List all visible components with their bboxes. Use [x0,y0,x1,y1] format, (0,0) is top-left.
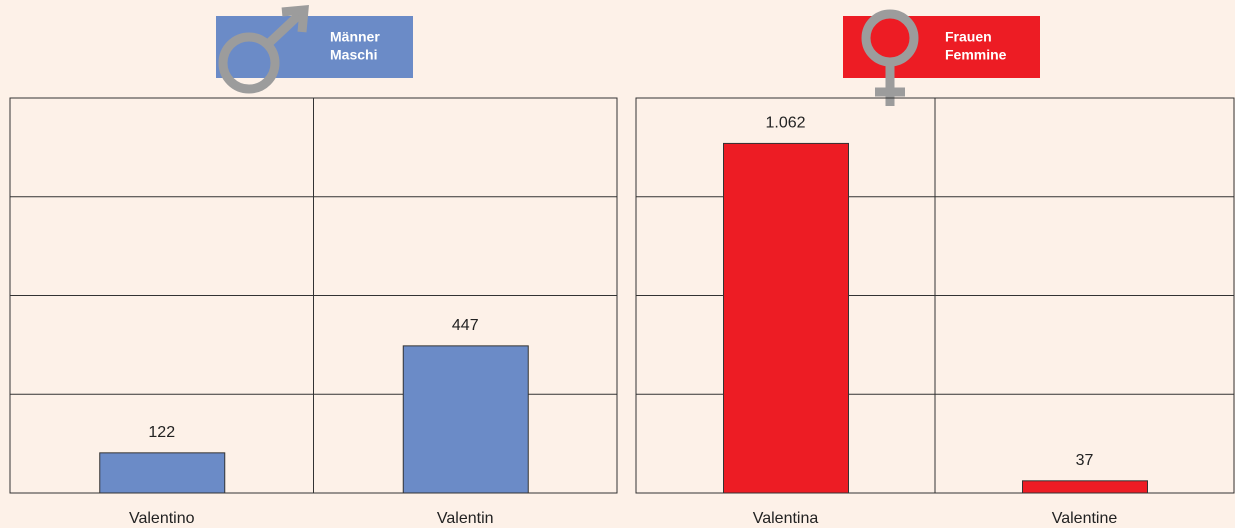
bar [99,452,226,494]
data-label: 1.062 [765,115,805,132]
x-tick-label: Valentina [753,510,819,527]
x-tick-label: Valentino [129,510,195,527]
data-label: 122 [148,424,175,441]
header-text: Femmine [945,47,1007,63]
male-symbol [218,5,309,94]
header-text: Maschi [330,47,377,63]
header-text: Männer [330,29,380,45]
x-tick-label: Valentin [437,510,494,527]
x-tick-label: Valentine [1052,510,1118,527]
bar [723,142,849,494]
header-box [843,16,1040,78]
bar [1022,480,1148,494]
data-label: 37 [1076,452,1094,469]
header-text: Frauen [945,29,992,45]
data-label: 447 [452,317,479,334]
header-box [216,16,413,78]
bar [402,345,529,494]
female-symbol [861,9,919,106]
